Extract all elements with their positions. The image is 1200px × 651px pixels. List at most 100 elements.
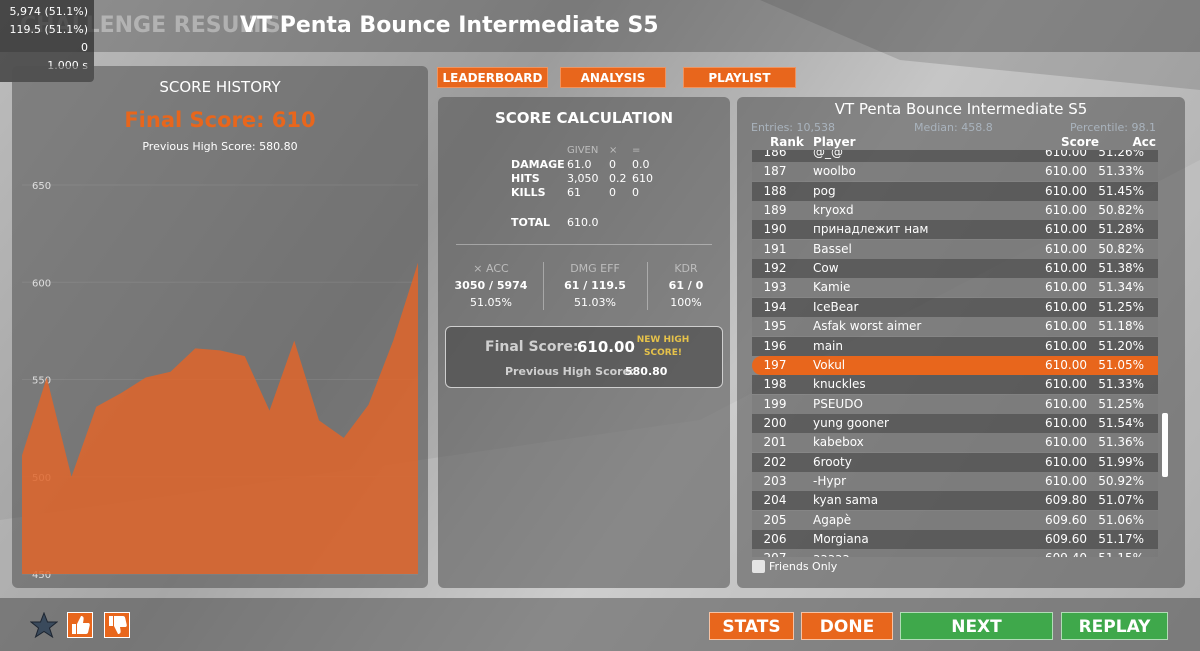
scrollbar[interactable] [1162, 413, 1168, 477]
rank: 196 [763, 338, 787, 353]
leaderboard-row[interactable]: 187 woolbo 610.00 51.33% [752, 162, 1158, 182]
player: Agapè [813, 512, 852, 527]
entries: Entries: 10,538 [751, 121, 836, 134]
score: 610.00 [1045, 299, 1087, 314]
rank: 193 [763, 280, 787, 295]
header-score[interactable]: Score [1060, 135, 1099, 149]
y-tick-label: 650 [32, 181, 51, 192]
leaderboard-row[interactable]: 194 IceBear 610.00 51.25% [752, 297, 1158, 317]
thumbs-up[interactable] [67, 612, 93, 638]
header-player[interactable]: Player [813, 135, 856, 149]
thumbs-down[interactable] [104, 612, 130, 638]
score: 610.00 [1045, 222, 1087, 237]
previous-value: 580.80 [625, 365, 668, 378]
player: pog [813, 183, 836, 198]
leaderboard-row[interactable]: 204 kyan sama 609.80 51.07% [752, 491, 1158, 511]
leaderboard-row[interactable]: 206 Morgiana 609.60 51.17% [752, 530, 1158, 549]
overlay-lines: 5,974 (51.1%) 119.5 (51.1%) 0 1.000 s [0, 0, 94, 75]
player: Bassel [813, 241, 852, 256]
player: IceBear [813, 299, 859, 314]
score: 610.00 [1045, 183, 1087, 198]
leaderboard-row[interactable]: 202 6rooty 610.00 51.99% [752, 452, 1158, 472]
done-button[interactable]: DONE [801, 612, 893, 640]
friends-only[interactable]: Friends Only [769, 560, 838, 573]
rank: 188 [763, 183, 787, 198]
leaderboard-row[interactable]: 195 Asfak worst aimer 610.00 51.18% [752, 317, 1158, 337]
leaderboard-row[interactable]: 200 yung gooner 610.00 51.54% [752, 413, 1158, 433]
checkbox[interactable] [752, 560, 765, 573]
rank: 200 [763, 415, 787, 430]
acc: 51.25% [1098, 299, 1144, 314]
leaderboard-panel: VT Penta Bounce Intermediate S5 Entries:… [737, 97, 1185, 588]
stat-ratio: 61 / 0 [668, 279, 704, 292]
leaderboard-row[interactable]: 199 PSEUDO 610.00 51.25% [752, 394, 1158, 414]
score: 610.00 [1045, 319, 1087, 334]
next-button[interactable]: NEXT [900, 612, 1053, 640]
score: 610.00 [1045, 454, 1087, 469]
stat-header: × ACC [473, 262, 509, 275]
y-tick-label: 600 [32, 278, 51, 289]
score: 610.00 [1045, 261, 1087, 276]
favorite-star[interactable] [30, 612, 58, 638]
acc: 51.25% [1098, 396, 1144, 411]
leaderboard-row-highlighted[interactable]: 197 Vokul 610.00 51.05% [752, 355, 1158, 375]
stat-ratio: 3050 / 5974 [454, 279, 528, 292]
score-calculation-panel: SCORE CALCULATION GIVEN × = DAMAGE 61.0 0 0.0 H… [438, 97, 730, 588]
leaderboard-row[interactable]: 196 main 610.00 51.20% [752, 336, 1158, 356]
player: main [813, 338, 843, 353]
leaderboard-row[interactable]: 190 принадлежит нам 610.00 51.28% [752, 220, 1158, 240]
stats-button[interactable]: STATS [709, 612, 794, 640]
acc: 51.05% [1098, 357, 1144, 372]
leaderboard-row[interactable]: 198 knuckles 610.00 51.33% [752, 375, 1158, 395]
score: 610.00 [1045, 396, 1087, 411]
score: 610.00 [1045, 377, 1087, 392]
rank: 202 [763, 454, 787, 469]
score: 610.00 [1045, 203, 1087, 218]
leaderboard-row[interactable]: 191 Bassel 610.00 50.82% [752, 239, 1158, 259]
calc-label: HITS [511, 172, 540, 185]
rank: 204 [763, 493, 787, 508]
acc: 51.34% [1098, 280, 1144, 295]
leaderboard-rows: 186 @_@ 610.00 51.26% 187 woolbo 610.00 51.33% 1… [737, 150, 1185, 557]
final-score: Final Score: 610 [124, 108, 316, 132]
rank: 191 [763, 241, 787, 256]
score: 609.60 [1045, 532, 1087, 546]
score-chart: 450500550600650 [22, 181, 418, 581]
rank: 199 [763, 396, 787, 411]
tab-playlist[interactable]: PLAYLIST [683, 67, 796, 88]
rank: 198 [763, 377, 787, 392]
player: Asfak worst aimer [813, 319, 922, 334]
calc-label: DAMAGE [511, 158, 565, 171]
acc: 50.82% [1098, 203, 1144, 218]
calc-value: 610.0 [567, 216, 599, 229]
score-history-panel: SCORE HISTORY Final Score: 610 Previous … [12, 66, 428, 588]
y-tick-label: 550 [32, 376, 51, 387]
header-acc[interactable]: Acc [1132, 135, 1156, 149]
leaderboard-row[interactable]: 201 kabebox 610.00 51.36% [752, 433, 1158, 453]
acc: 51.07% [1098, 493, 1144, 508]
final-label: Final Score: [485, 339, 579, 355]
leaderboard-row[interactable]: 189 kryoxd 610.00 50.82% [752, 201, 1158, 221]
replay-button[interactable]: REPLAY [1061, 612, 1168, 640]
calc-value: 0 [609, 186, 616, 199]
leaderboard-row[interactable]: 205 Agapè 609.60 51.06% [752, 510, 1158, 530]
leaderboard-row[interactable]: 193 Kamie 610.00 51.34% [752, 278, 1158, 298]
calc-value: 3,050 [567, 172, 599, 185]
tab-leaderboard[interactable]: LEADERBOARD [437, 67, 548, 88]
leaderboard-row[interactable]: 207 aaaaa 609.40 51.15% [752, 549, 1158, 557]
stat-percent: 51.03% [574, 296, 616, 309]
player: 6rooty [813, 454, 852, 469]
tab-analysis[interactable]: ANALYSIS [560, 67, 666, 88]
separator [543, 262, 544, 310]
acc: 51.45% [1098, 183, 1144, 198]
header-rank[interactable]: Rank [770, 135, 804, 149]
leaderboard-row[interactable]: 203 -Hypr 610.00 50.92% [752, 471, 1158, 491]
leaderboard-row[interactable]: 188 pog 610.00 51.45% [752, 181, 1158, 201]
previous-score: Previous High Score: 580.80 [142, 140, 298, 153]
leaderboard-row[interactable]: 192 Cow 610.00 51.38% [752, 259, 1158, 279]
stat-percent: 51.05% [470, 296, 512, 309]
leaderboard-row[interactable]: 186 @_@ 610.00 51.26% [752, 150, 1158, 162]
final-box: Final Score: 610.00 NEW HIGH SCORE! Prev… [445, 326, 723, 388]
panel-title: SCORE HISTORY [159, 78, 281, 96]
panel-title: SCORE CALCULATION [494, 109, 674, 127]
